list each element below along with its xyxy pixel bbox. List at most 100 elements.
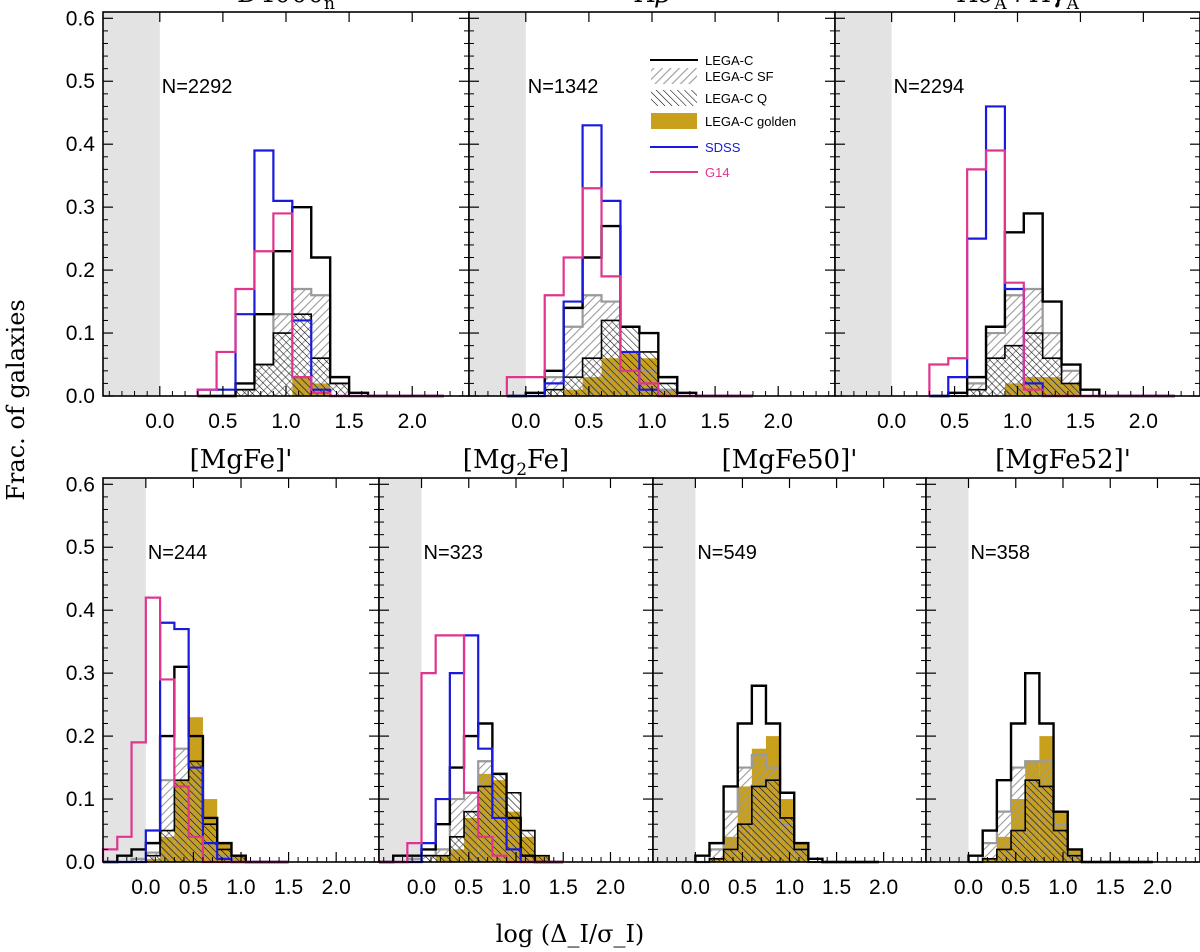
y-tick-label: 0.4 xyxy=(66,133,96,156)
series-outline xyxy=(379,722,564,864)
bar xyxy=(982,858,997,862)
panel-title: [MgFe]' xyxy=(190,445,293,475)
bar xyxy=(131,858,146,862)
y-tick-label: 0.6 xyxy=(66,473,95,496)
bar xyxy=(709,858,724,862)
panel-h: 0.0 0.5 1.0 1.5 2.0 N=1342 Hβ xyxy=(468,0,836,433)
y-tick-label: 0.4 xyxy=(66,599,96,622)
excluded-region xyxy=(379,478,422,862)
y-tick-label: 0.5 xyxy=(66,70,95,93)
y-tick-label: 0.5 xyxy=(66,536,95,559)
bar xyxy=(1067,855,1082,862)
panel-mgfe50: 0.0 0.5 1.0 1.5 2.0 N=549 [MgFe50]' xyxy=(652,445,927,899)
x-tick-label: 0.0 xyxy=(145,410,174,433)
bar xyxy=(986,358,1005,396)
legend-sf-swatch xyxy=(651,68,697,84)
sample-size-label: N=323 xyxy=(424,542,484,564)
legend-lega-label: LEGA-C xyxy=(705,53,753,68)
bar xyxy=(506,792,521,862)
panel-d4000-n: 0.0 0.5 1.0 1.5 2.0 0.0 0.1 0.2 0.3 0.4 0.5 0.6 N=22… xyxy=(66,0,470,433)
bar xyxy=(449,836,465,862)
panel-mgfe: 0.0 0.5 1.0 1.5 2.0 0.0 0.1 0.2 0.3 0.4 0.5 0.6 N=24… xyxy=(66,445,380,899)
bar xyxy=(1004,345,1024,396)
bar xyxy=(407,858,422,862)
excluded-region xyxy=(469,12,526,396)
x-tick-label: 0.0 xyxy=(954,876,983,899)
bar xyxy=(145,855,161,862)
bar xyxy=(1039,786,1054,862)
x-tick-label: 0.5 xyxy=(940,410,969,433)
excluded-region xyxy=(103,478,146,862)
panel-title: [MgFe50]' xyxy=(722,445,858,475)
y-tick-label: 0.6 xyxy=(66,7,95,30)
bar xyxy=(273,333,293,396)
x-tick-label: 0.0 xyxy=(511,410,540,433)
legend-sf-label: LEGA-C SF xyxy=(705,69,774,84)
panel-h-a-h-a: 0.0 0.5 1.0 1.5 2.0 N=2294 HδA+HγA xyxy=(834,0,1200,433)
bar xyxy=(544,389,564,396)
y-tick-label: 0.1 xyxy=(66,788,95,811)
bar xyxy=(737,824,752,862)
legend-golden-swatch xyxy=(651,113,697,129)
x-tick-label: 1.0 xyxy=(637,410,666,433)
x-tick-label: 0.5 xyxy=(454,876,483,899)
bar xyxy=(765,780,781,862)
y-tick-label: 0.3 xyxy=(66,196,95,219)
bar xyxy=(1061,383,1081,396)
bar xyxy=(1025,780,1040,862)
bar xyxy=(582,358,602,396)
panel-title: D4000n xyxy=(237,0,335,14)
x-axis-label: log (Δ_I/σ_I) xyxy=(496,920,645,948)
x-tick-label: 1.0 xyxy=(1048,876,1077,899)
panel-title: HδA+HγA xyxy=(956,0,1080,14)
y-tick-label: 0.3 xyxy=(66,662,95,685)
x-tick-label: 1.5 xyxy=(549,876,578,899)
x-tick-label: 1.0 xyxy=(226,876,255,899)
x-tick-label: 1.0 xyxy=(1003,410,1032,433)
bar xyxy=(292,314,312,396)
sample-size-label: N=358 xyxy=(971,542,1031,564)
panels: 0.0 0.5 1.0 1.5 2.0 0.0 0.1 0.2 0.3 0.4 0.5 0.6 N=22… xyxy=(66,0,1200,899)
bar xyxy=(563,377,583,396)
legend-g14-label: G14 xyxy=(705,165,730,180)
x-tick-label: 2.0 xyxy=(596,876,625,899)
sample-size-label: N=549 xyxy=(697,542,757,564)
bar xyxy=(620,326,640,396)
bar xyxy=(231,855,246,862)
x-tick-label: 1.5 xyxy=(274,876,303,899)
bar xyxy=(174,780,189,862)
x-tick-label: 1.5 xyxy=(822,876,851,899)
series-lega-c xyxy=(379,722,564,864)
bar xyxy=(478,786,493,862)
x-tick-label: 2.0 xyxy=(764,410,793,433)
bar xyxy=(1011,830,1026,862)
sample-size-label: N=2294 xyxy=(894,76,965,98)
bar xyxy=(421,855,436,862)
legend-q-swatch xyxy=(651,90,697,106)
excluded-region xyxy=(835,12,892,396)
sample-size-label: N=1342 xyxy=(528,76,599,98)
excluded-region xyxy=(653,478,696,862)
x-tick-label: 0.0 xyxy=(131,876,160,899)
y-tick-label: 0.2 xyxy=(66,259,95,282)
bar xyxy=(723,849,738,862)
x-tick-label: 0.5 xyxy=(728,876,757,899)
bar xyxy=(235,389,255,396)
x-tick-label: 1.5 xyxy=(1066,410,1095,433)
y-tick-label: 0.1 xyxy=(66,322,95,345)
panel-mgfe52: 0.0 0.5 1.0 1.5 2.0 N=358 [MgFe52]' xyxy=(925,445,1200,899)
y-tick-label: 0.2 xyxy=(66,725,95,748)
bar xyxy=(780,817,795,862)
x-tick-label: 2.0 xyxy=(398,410,427,433)
bar xyxy=(435,855,450,862)
bar xyxy=(794,849,809,862)
panel-title: [MgFe52]' xyxy=(995,445,1131,475)
x-tick-label: 0.5 xyxy=(179,876,208,899)
sample-size-label: N=244 xyxy=(148,542,208,564)
bar xyxy=(1053,830,1068,862)
x-tick-label: 0.0 xyxy=(681,876,710,899)
bar xyxy=(311,358,331,396)
bar xyxy=(996,849,1012,862)
x-tick-label: 1.5 xyxy=(1096,876,1125,899)
